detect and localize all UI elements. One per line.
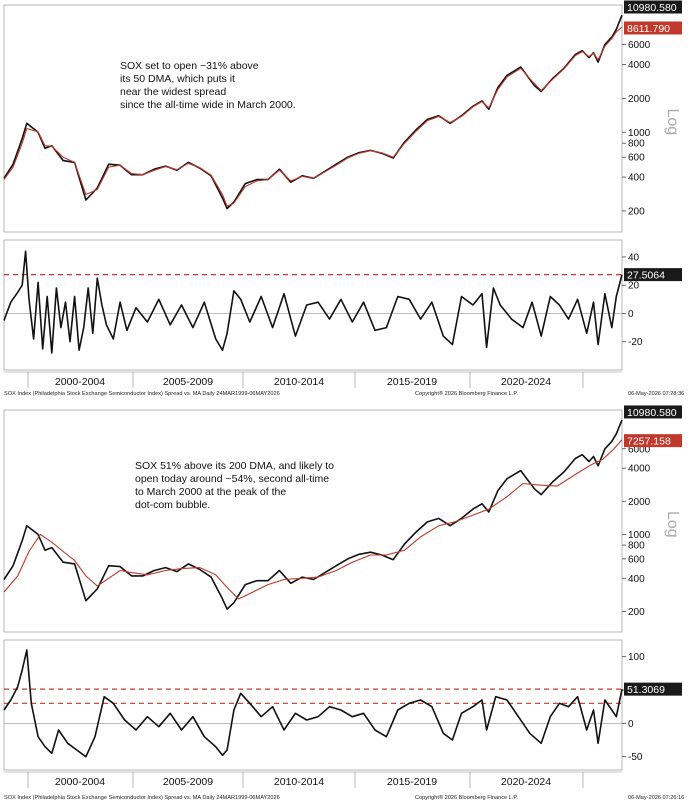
y-tick-label: 600: [628, 554, 645, 565]
panel-frame: [3, 4, 623, 233]
y-tick-label: 40: [628, 252, 640, 263]
price-line: [3, 419, 623, 610]
spread-vs-50dma-line: [3, 250, 623, 354]
last-value-label: 27.5064: [627, 270, 665, 282]
last-value-label: 10980.580: [627, 407, 677, 419]
bottom-footer-copyright: Copyright® 2026 Bloomberg Finance L.P.: [415, 795, 518, 801]
y-tick-label: 20: [628, 281, 640, 292]
y-tick-label: 4000: [628, 60, 651, 71]
y-tick-label: 1000: [628, 128, 651, 139]
y-tick-label: 2000: [628, 94, 651, 105]
y-tick-label: 6000: [628, 40, 651, 51]
bottom-annotation: SOX 51% above its 200 DMA, and likely to…: [135, 460, 335, 511]
y-tick-label: 1000: [628, 530, 651, 541]
panel-frame: [3, 639, 623, 771]
ma-value-label-bg: [624, 21, 682, 35]
y-tick-label: -50: [628, 752, 643, 763]
y-tick-label: 400: [628, 574, 645, 585]
moving-average-line: [3, 439, 623, 600]
y-tick-label: 100: [628, 652, 645, 663]
period-label: 2000-2004: [55, 776, 105, 788]
last-value-label-bg: [624, 405, 682, 419]
top-footer-timestamp: 06-May-2026 07:28:36: [628, 391, 685, 397]
y-tick-label: 800: [628, 541, 645, 552]
y-tick-label: 600: [628, 153, 645, 164]
period-label: 2005-2009: [163, 376, 213, 388]
ma-value-label: 7257.158: [627, 436, 671, 448]
ma-value-label: 8611.790: [627, 23, 670, 35]
period-label: 2015-2019: [387, 376, 437, 388]
period-axis-1: 2000-2004 2005-2009 2010-2014 2015-2019 2020…: [4, 771, 622, 788]
period-label: 2010-2014: [274, 776, 324, 788]
y-tick-label: 0: [628, 719, 634, 730]
top-annotation: SOX set to open ~31% above its 50 DMA, w…: [120, 60, 296, 111]
y-tick-label: 200: [628, 206, 645, 217]
y-tick-label: 400: [628, 173, 645, 184]
y-tick-label: 0: [628, 309, 634, 320]
y-tick-label: 6000: [628, 444, 651, 455]
y-tick-label: 200: [628, 607, 645, 618]
bottom-footer-source: SOX Index (Philadelphia Stock Exchange S…: [4, 795, 280, 801]
top-footer-source: SOX Index (Philadelphia Stock Exchange S…: [4, 391, 280, 397]
spread-vs-200dma-line: [3, 649, 623, 758]
panel-bottom-spread: -5005010051.3069: [3, 639, 682, 771]
log-scale-label: Log: [664, 109, 681, 136]
period-label: 2000-2004: [55, 376, 105, 388]
period-label: 2010-2014: [274, 376, 324, 388]
last-value-label-bg: [624, 0, 682, 14]
last-value-label: 10980.580: [627, 2, 677, 14]
top-footer-copyright: Copyright® 2026 Bloomberg Finance L.P.: [415, 391, 518, 397]
last-value-label: 51.3069: [627, 684, 665, 696]
y-tick-label: 4000: [628, 464, 651, 475]
last-value-label-bg: [624, 268, 682, 282]
ma-value-label-bg: [624, 434, 682, 448]
panel-top-spread: -20 0 20 40 27.5064: [3, 239, 682, 371]
moving-average-line: [3, 26, 623, 207]
period-axis-0: 2000-2004 2005-2009 2010-2014 2015-2019 2020…: [4, 371, 622, 388]
y-tick-label: 800: [628, 139, 645, 150]
log-scale-label: Log: [664, 511, 681, 538]
period-label: 2005-2009: [163, 776, 213, 788]
panel-frame: [3, 239, 623, 371]
y-tick-label: -20: [628, 337, 643, 348]
bottom-footer-timestamp: 06-May-2026 07:26:16: [628, 795, 685, 801]
last-value-label-bg: [624, 682, 682, 696]
panel-frame: [3, 409, 623, 633]
period-label: 2015-2019: [387, 776, 437, 788]
period-label: 2020-2024: [501, 376, 551, 388]
y-tick-label: 2000: [628, 497, 651, 508]
period-label: 2020-2024: [501, 776, 551, 788]
